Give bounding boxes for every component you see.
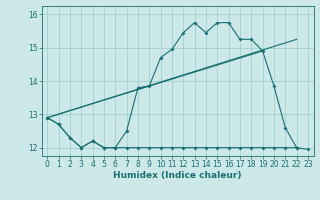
X-axis label: Humidex (Indice chaleur): Humidex (Indice chaleur) <box>113 171 242 180</box>
